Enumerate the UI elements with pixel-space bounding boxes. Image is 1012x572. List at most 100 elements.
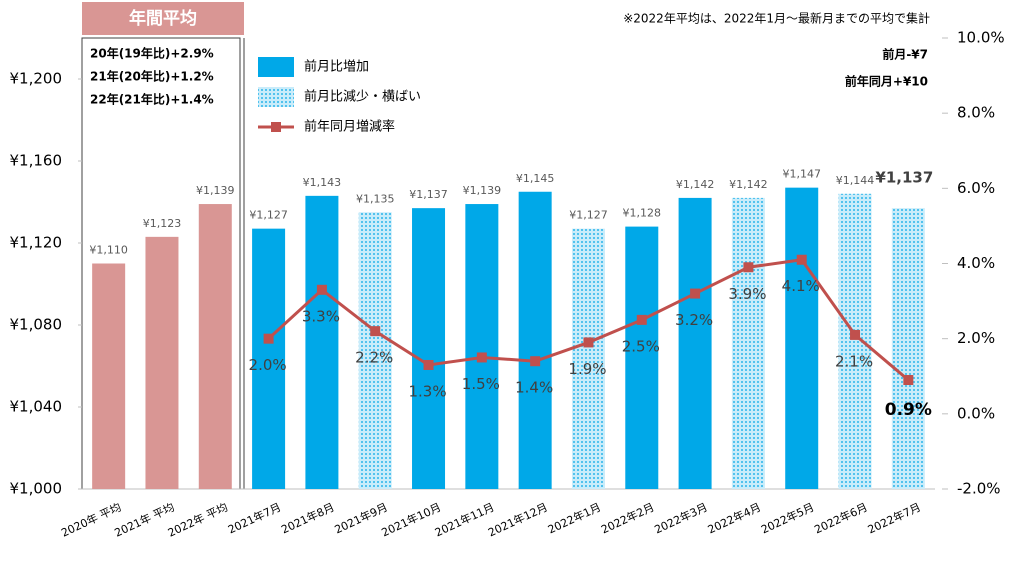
legend-swatch bbox=[271, 122, 281, 132]
y-tick-label: ¥1,120 bbox=[10, 234, 63, 252]
line-label: 1.3% bbox=[408, 382, 446, 400]
bar bbox=[252, 228, 286, 489]
bar bbox=[412, 208, 446, 489]
bar-label: ¥1,147 bbox=[782, 168, 821, 181]
line-label: 1.4% bbox=[515, 379, 553, 397]
line-label: 2.0% bbox=[249, 356, 287, 374]
x-tick-label: 2022年2月 bbox=[599, 500, 657, 537]
x-tick-label: 2021年7月 bbox=[226, 500, 284, 537]
bar-label: ¥1,127 bbox=[249, 209, 288, 222]
bar-label: ¥1,127 bbox=[569, 209, 608, 222]
legend-label: 前月比減少・横ばい bbox=[304, 89, 421, 105]
legend-label: 前年同月増減率 bbox=[304, 119, 395, 135]
bar bbox=[92, 263, 126, 489]
y2-tick-label: 2.0% bbox=[957, 329, 995, 347]
line-marker bbox=[636, 314, 647, 325]
note: ※2022年平均は、2022年1月～最新月までの平均で集計 bbox=[623, 11, 930, 26]
bar bbox=[465, 204, 499, 490]
bar-label: ¥1,135 bbox=[356, 192, 395, 205]
line-marker bbox=[743, 262, 754, 273]
y2-tick-label: 6.0% bbox=[957, 179, 995, 197]
x-tick-label: 2021年10月 bbox=[379, 500, 443, 540]
line-label: 3.9% bbox=[728, 285, 766, 303]
y2-tick-label: 0.0% bbox=[957, 404, 995, 422]
x-tick-label: 2022年5月 bbox=[759, 500, 817, 537]
x-tick-label: 2021年8月 bbox=[279, 500, 337, 537]
header-box bbox=[82, 2, 244, 35]
bar bbox=[731, 197, 765, 489]
bar-label: ¥1,144 bbox=[836, 174, 875, 187]
x-tick-label: 2021年12月 bbox=[486, 500, 550, 540]
annotation: 22年(21年比)+1.4% bbox=[90, 92, 214, 107]
x-tick-label: 2022年7月 bbox=[865, 500, 923, 537]
line-marker bbox=[690, 288, 701, 299]
bar-label: ¥1,145 bbox=[516, 172, 555, 185]
x-tick-label: 2020年 平均 bbox=[59, 500, 123, 540]
line-label: 1.9% bbox=[568, 360, 606, 378]
annotation: 20年(19年比)+2.9% bbox=[90, 46, 214, 61]
x-tick-label: 2022年4月 bbox=[705, 500, 763, 537]
bar bbox=[678, 197, 712, 489]
y2-tick-label: 8.0% bbox=[957, 104, 995, 122]
summary: 前年同月+¥10 bbox=[845, 74, 928, 89]
bar-label: ¥1,139 bbox=[463, 184, 502, 197]
bar bbox=[891, 208, 925, 489]
bar bbox=[785, 187, 819, 489]
legend-swatch bbox=[258, 57, 294, 77]
line-label: 4.1% bbox=[782, 277, 820, 295]
line-marker bbox=[316, 284, 327, 295]
legend-label: 前月比増加 bbox=[304, 59, 369, 75]
legend-swatch bbox=[258, 87, 294, 107]
x-tick-label: 2022年1月 bbox=[545, 500, 603, 537]
line-label: 1.5% bbox=[462, 375, 500, 393]
y-tick-label: ¥1,160 bbox=[10, 152, 63, 170]
line-marker bbox=[903, 375, 914, 386]
x-tick-label: 2021年11月 bbox=[432, 500, 496, 540]
line-marker bbox=[796, 254, 807, 265]
line-marker bbox=[370, 326, 381, 337]
bar-label: ¥1,128 bbox=[623, 207, 662, 220]
bar bbox=[145, 236, 179, 489]
x-tick-label: 2021年 平均 bbox=[112, 500, 176, 540]
x-tick-label: 2022年3月 bbox=[652, 500, 710, 537]
line-marker bbox=[583, 337, 594, 348]
bar bbox=[838, 193, 872, 490]
y2-tick-label: 10.0% bbox=[957, 29, 1005, 47]
bar-label: ¥1,143 bbox=[303, 176, 342, 189]
header: 年間平均 bbox=[129, 8, 197, 29]
y-tick-label: ¥1,200 bbox=[10, 70, 63, 88]
bar-label: ¥1,139 bbox=[196, 184, 235, 197]
bar bbox=[625, 226, 659, 489]
x-tick-label: 2022年6月 bbox=[812, 500, 870, 537]
bar-label: ¥1,142 bbox=[676, 178, 715, 191]
line-label: 3.3% bbox=[302, 307, 340, 325]
line-label: 3.2% bbox=[675, 311, 713, 329]
bar bbox=[518, 191, 552, 489]
y2-tick-label: 4.0% bbox=[957, 254, 995, 272]
bar bbox=[358, 212, 392, 489]
annotation: 21年(20年比)+1.2% bbox=[90, 69, 214, 84]
y-tick-label: ¥1,040 bbox=[10, 398, 63, 416]
summary: 前月-¥7 bbox=[882, 47, 928, 62]
line-label: 0.9% bbox=[885, 400, 932, 420]
bar-label: ¥1,137 bbox=[875, 169, 933, 187]
line-marker bbox=[476, 352, 487, 363]
x-tick-label: 2022年 平均 bbox=[165, 500, 229, 540]
line-label: 2.5% bbox=[622, 337, 660, 355]
line-marker bbox=[423, 359, 434, 370]
line-label: 2.2% bbox=[355, 349, 393, 367]
line-marker bbox=[530, 356, 541, 367]
y2-tick-label: -2.0% bbox=[957, 480, 1001, 498]
line-marker bbox=[263, 333, 274, 344]
line-marker bbox=[850, 329, 861, 340]
bar-label: ¥1,137 bbox=[409, 188, 448, 201]
y-tick-label: ¥1,080 bbox=[10, 316, 63, 334]
bar bbox=[305, 195, 339, 489]
bar bbox=[571, 228, 605, 489]
bar-label: ¥1,110 bbox=[89, 244, 128, 257]
y-tick-label: ¥1,000 bbox=[10, 480, 63, 498]
bar bbox=[198, 204, 232, 490]
bar-label: ¥1,142 bbox=[729, 178, 768, 191]
bar-label: ¥1,123 bbox=[143, 217, 182, 230]
